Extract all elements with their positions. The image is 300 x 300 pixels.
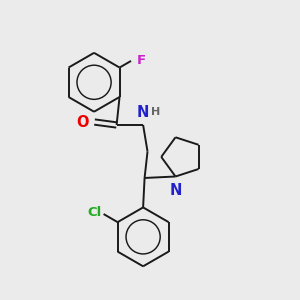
Text: O: O (77, 115, 89, 130)
Text: H: H (152, 107, 160, 117)
Text: F: F (136, 54, 146, 68)
Text: N: N (169, 183, 182, 198)
Text: N: N (137, 105, 149, 120)
Text: Cl: Cl (88, 206, 102, 219)
